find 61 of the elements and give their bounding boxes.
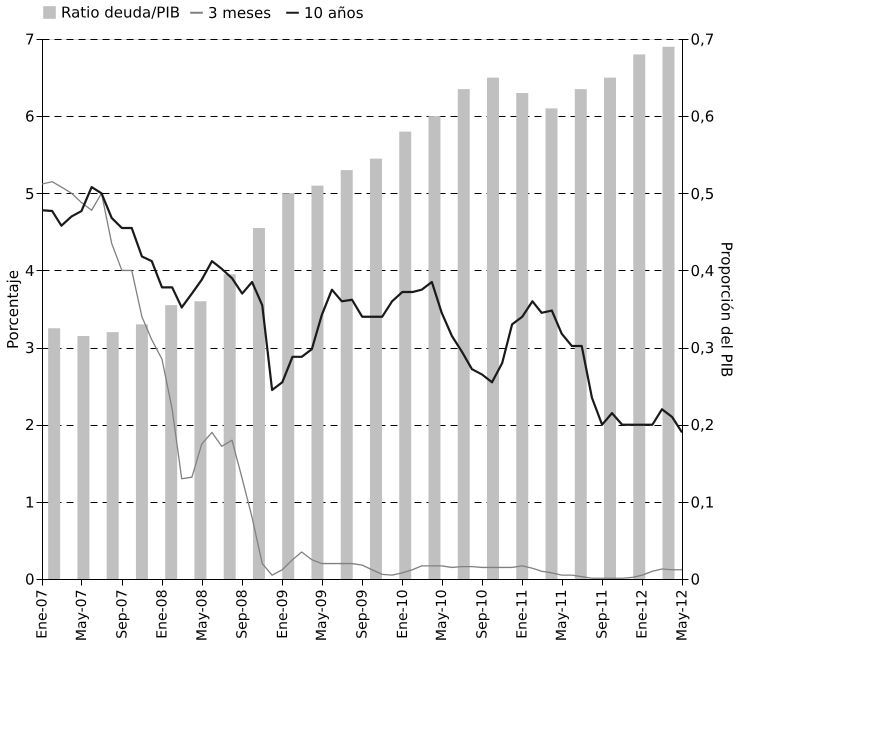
- bar: [252, 228, 265, 579]
- x-tick-label: May-10: [434, 590, 450, 642]
- x-tick-label: Ene-10: [394, 590, 411, 639]
- x-tick-label: Sep-11: [594, 590, 611, 639]
- y2-tick-label: 0,7: [690, 30, 714, 48]
- x-tick-label: Ene-08: [154, 590, 170, 639]
- bar: [370, 158, 382, 579]
- y-tick-label: 0: [24, 570, 34, 588]
- bar: [486, 78, 499, 579]
- y2-axis-title: Proporción del PIB: [717, 242, 736, 378]
- legend-label: Ratio deuda/PIB: [61, 4, 180, 22]
- bar: [546, 108, 558, 579]
- y-tick-label: 1: [24, 493, 34, 512]
- bar: [604, 78, 616, 579]
- y2-tick-label: 0,4: [690, 262, 714, 280]
- y-tick-label: 6: [24, 108, 34, 126]
- y2-tick-label: 0,5: [690, 184, 714, 203]
- x-tick-label: Sep-10: [474, 590, 491, 639]
- y-tick-label: 7: [24, 30, 34, 48]
- bar: [574, 89, 587, 579]
- x-tick-label: Sep-07: [114, 590, 130, 639]
- x-tick-label: May-08: [194, 590, 210, 642]
- bar: [106, 332, 119, 579]
- bar: [165, 305, 178, 579]
- y-axis-title: Porcentaje: [4, 270, 22, 349]
- y2-tick-label: 0,3: [690, 339, 714, 358]
- bar: [48, 328, 60, 579]
- line-series: [42, 186, 682, 434]
- x-tick-label: Ene-12: [634, 590, 651, 639]
- bar: [194, 301, 206, 579]
- x-tick-label: Ene-09: [274, 590, 291, 639]
- y2-tick-label: 0,1: [690, 493, 714, 512]
- bar: [311, 186, 324, 579]
- bar: [516, 93, 528, 579]
- y-tick-label: 2: [24, 416, 34, 434]
- x-tick-label: Sep-09: [354, 590, 371, 639]
- bar: [136, 324, 148, 579]
- bar: [77, 336, 90, 579]
- x-tick-label: May-11: [554, 590, 570, 642]
- y2-tick-label: 0,2: [690, 416, 714, 434]
- x-tick-label: May-12: [674, 590, 690, 642]
- legend-label: 10 años: [304, 4, 364, 22]
- legend-label: 3 meses: [208, 4, 272, 22]
- y-tick-label: 5: [24, 184, 34, 203]
- bar: [428, 116, 440, 579]
- x-tick-label: May-09: [314, 590, 330, 642]
- x-tick-label: Ene-07: [34, 590, 50, 639]
- bar: [662, 46, 675, 579]
- bar: [282, 193, 294, 579]
- y2-tick-label: 0: [690, 570, 700, 588]
- bar: [399, 132, 412, 579]
- y2-tick-label: 0,6: [690, 108, 714, 126]
- bar: [224, 274, 236, 579]
- y-tick-label: 3: [24, 339, 34, 358]
- x-tick-label: Sep-08: [234, 590, 251, 639]
- bar: [458, 89, 470, 579]
- bar: [340, 170, 353, 579]
- x-tick-label: May-07: [74, 590, 90, 642]
- bar: [633, 54, 646, 579]
- y-tick-label: 4: [24, 262, 34, 280]
- x-tick-label: Ene-11: [514, 590, 531, 639]
